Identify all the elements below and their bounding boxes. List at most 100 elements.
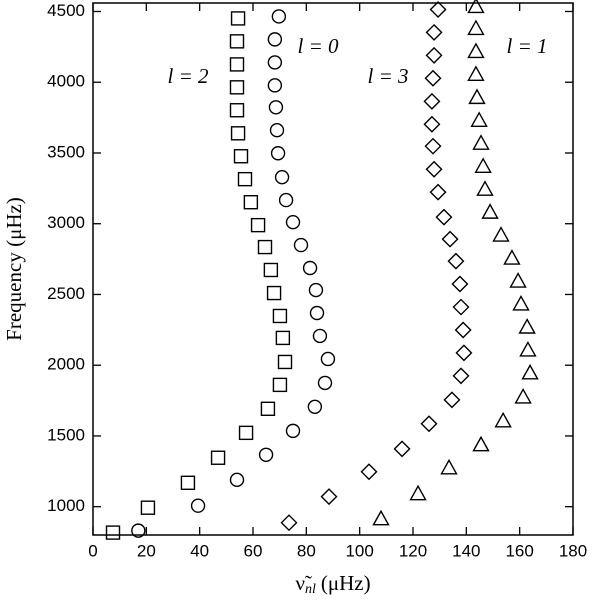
x-tick-label: 160 [505,541,533,560]
x-tick-label: 0 [88,541,97,560]
x-tick-label: 100 [345,541,373,560]
triangle-marker [467,65,485,82]
circle-marker [267,55,283,70]
y-tick-label: 2000 [47,355,85,374]
series-label: l = 2 [167,64,209,88]
triangle-marker [440,458,458,475]
y-tick-label: 3000 [47,213,85,232]
triangle-marker [474,157,492,173]
circle-marker [308,282,324,298]
diamond-marker [429,1,447,18]
diamond-marker [424,69,442,87]
diamond-marker [451,275,469,293]
square-marker [266,285,282,301]
triangle-marker [409,484,427,501]
x-label-unit: (μHz) [321,571,371,595]
triangle-marker [372,509,390,526]
triangle-marker [476,180,494,196]
square-marker [229,80,245,95]
square-marker [230,11,246,26]
circle-marker [190,498,206,513]
square-marker [140,500,156,515]
square-marker [277,354,293,370]
circle-marker [271,9,287,24]
triangle-marker [512,295,530,311]
circle-marker [270,146,286,161]
triangle-marker [467,42,485,59]
circle-marker [268,100,284,115]
triangle-marker [519,340,537,357]
circle-marker [131,523,146,538]
square-marker [272,377,288,393]
y-tick-label: 1500 [47,425,85,444]
circle-marker [278,192,294,208]
y-tick-label: 4000 [47,72,85,91]
x-tick-label: 180 [559,541,587,560]
triangle-marker [521,363,539,380]
triangle-marker [503,249,521,265]
square-marker [263,262,279,278]
diamond-marker [360,463,378,481]
x-tick-label: 80 [297,541,316,560]
diamond-marker [423,92,441,110]
diamond-marker [441,230,459,248]
circle-marker [285,214,301,230]
square-marker [180,475,196,490]
diamond-marker [435,208,453,226]
square-marker [237,171,253,187]
x-tick-label: 140 [452,541,480,560]
circle-marker [293,237,309,253]
triangle-marker [492,226,510,242]
circle-marker [309,305,325,321]
circle-marker [229,472,245,488]
x-label-subscript: nl [305,582,316,597]
square-marker [229,57,245,72]
diamond-marker [280,514,298,532]
square-marker [275,330,291,346]
triangle-marker [467,0,485,14]
diamond-marker [420,415,438,433]
triangle-marker [494,411,512,428]
diamond-marker [455,344,473,362]
diamond-marker [425,23,443,41]
square-marker [210,450,226,465]
square-marker [105,525,121,540]
diamond-marker [452,298,470,316]
circle-marker [258,447,274,462]
square-marker [243,195,259,210]
square-marker [233,149,249,164]
diamond-marker [443,391,461,409]
circle-marker [317,375,333,391]
square-marker [238,425,254,441]
series-label: l = 1 [506,34,547,58]
triangle-marker [509,272,527,288]
diamond-marker [429,183,447,201]
square-marker [229,34,245,49]
diamond-marker [452,367,470,385]
circle-marker [269,122,285,138]
diamond-marker [424,137,442,155]
diamond-marker [425,160,443,178]
x-tick-label: 120 [399,541,427,560]
diamond-marker [320,488,338,506]
diamond-marker [425,46,443,64]
circle-marker [320,351,336,367]
y-axis-label: Frequency (μHz) [2,197,26,341]
triangle-marker [472,435,490,452]
circle-marker [274,169,290,185]
x-tick-label: 40 [190,541,209,560]
square-marker [257,239,273,255]
x-tick-label: 60 [244,541,263,560]
diamond-marker [454,321,472,339]
diamond-marker [447,252,465,270]
square-marker [230,126,246,141]
square-marker [229,103,245,118]
y-tick-label: 4500 [47,1,85,20]
triangle-marker [472,134,490,150]
series-label: l = 3 [367,64,408,88]
circle-marker [302,260,318,276]
circle-marker [267,32,283,47]
plot-frame [92,2,574,536]
x-tick-label: 20 [137,541,156,560]
